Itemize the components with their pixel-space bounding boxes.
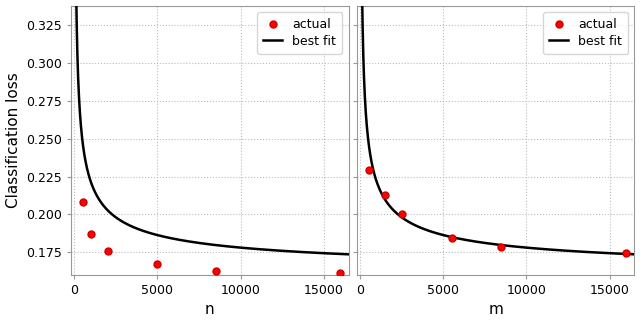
best fit (623, 252, 630, 256)
best fit (85, 173, 93, 177)
best fit (337, 252, 344, 256)
X-axis label: n: n (205, 302, 214, 318)
best fit (572, 249, 580, 253)
Line: best fit: best fit (75, 0, 349, 254)
best fit (371, 173, 378, 177)
Legend: actual, best fit: actual, best fit (543, 12, 628, 54)
actual (102, 249, 113, 254)
Y-axis label: Classification loss: Classification loss (6, 72, 20, 208)
best fit (345, 252, 353, 256)
X-axis label: m: m (488, 302, 503, 318)
actual (364, 167, 374, 172)
best fit (483, 241, 490, 245)
best fit (490, 242, 498, 246)
actual (497, 244, 507, 249)
actual (86, 231, 96, 236)
actual (397, 211, 407, 216)
actual (211, 268, 221, 274)
actual (447, 235, 457, 240)
actual (380, 193, 390, 198)
best fit (337, 252, 344, 256)
Line: best fit: best fit (361, 0, 634, 254)
actual (621, 250, 631, 255)
best fit (204, 242, 212, 246)
actual (152, 261, 163, 266)
actual (77, 200, 88, 205)
best fit (197, 241, 205, 245)
best fit (287, 249, 294, 253)
best fit (623, 252, 630, 256)
Legend: actual, best fit: actual, best fit (257, 12, 342, 54)
best fit (630, 252, 638, 256)
actual (335, 271, 346, 276)
